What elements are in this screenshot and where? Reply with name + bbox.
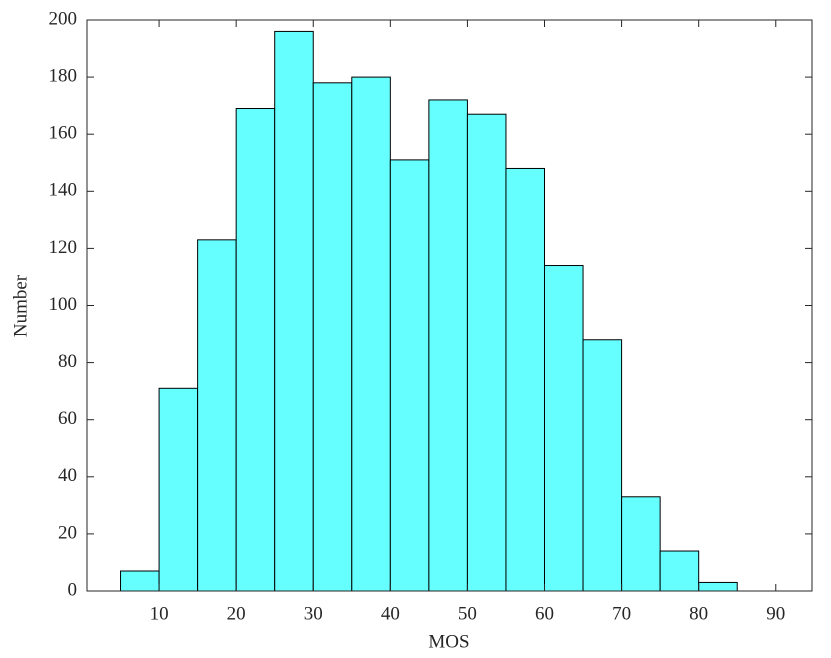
bar bbox=[505, 167, 546, 592]
x-tick-label: 30 bbox=[304, 603, 323, 624]
y-tick-label: 180 bbox=[49, 65, 78, 86]
x-tick-label: 50 bbox=[458, 603, 477, 624]
x-tick-label: 40 bbox=[381, 603, 400, 624]
y-tick-label: 0 bbox=[68, 579, 78, 600]
y-tick-label: 60 bbox=[58, 408, 77, 429]
y-tick-label: 20 bbox=[58, 522, 77, 543]
bar bbox=[312, 82, 353, 592]
x-tick-label: 90 bbox=[766, 603, 785, 624]
bar bbox=[197, 239, 237, 592]
x-tick-label: 10 bbox=[150, 603, 169, 624]
x-tick-label: 70 bbox=[612, 603, 631, 624]
bar bbox=[659, 550, 700, 592]
bar bbox=[466, 113, 507, 592]
bar bbox=[158, 387, 199, 592]
y-tick-label: 80 bbox=[58, 351, 77, 372]
bar bbox=[235, 108, 276, 592]
y-tick-label: 160 bbox=[49, 123, 78, 144]
bar bbox=[582, 339, 623, 592]
y-tick-label: 140 bbox=[49, 180, 78, 201]
x-tick-label: 20 bbox=[227, 603, 246, 624]
bar bbox=[428, 99, 468, 592]
y-tick-label: 40 bbox=[58, 465, 77, 486]
bar bbox=[351, 76, 391, 592]
x-axis-label: MOS bbox=[428, 631, 469, 652]
y-tick-label: 100 bbox=[49, 294, 78, 315]
y-tick-label: 200 bbox=[49, 8, 78, 29]
bar bbox=[274, 30, 314, 592]
x-tick-label: 80 bbox=[689, 603, 708, 624]
bar bbox=[698, 581, 738, 592]
y-tick-label: 120 bbox=[49, 237, 78, 258]
bar bbox=[544, 265, 584, 592]
bar bbox=[621, 496, 661, 592]
bar bbox=[120, 570, 160, 592]
y-axis-label: Number bbox=[10, 274, 31, 337]
bar bbox=[389, 159, 430, 592]
x-tick-label: 60 bbox=[535, 603, 554, 624]
